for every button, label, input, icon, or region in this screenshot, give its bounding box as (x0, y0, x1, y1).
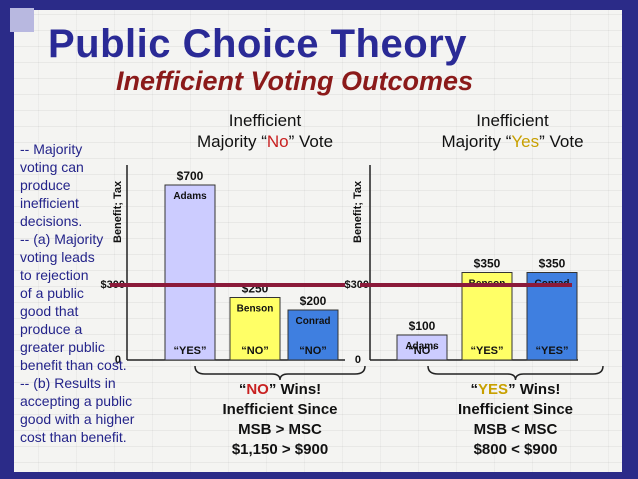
left-bar-conrad (287, 309, 339, 361)
right-value-label-adams: $100 (409, 319, 436, 333)
right-y-axis-label: Benefit; Tax (352, 180, 364, 243)
left-bar-benson (229, 297, 281, 361)
slide-subtitle: Inefficient Voting Outcomes (116, 66, 474, 96)
right-value-label-benson: $350 (474, 257, 501, 271)
left-zero-label: 0 (115, 354, 121, 366)
right-outcome: “YES” Wins! Inefficient Since MSB < MSC … (428, 380, 603, 460)
right-bar-benson (461, 272, 513, 361)
right-vote-label-adams: “NO” (408, 345, 436, 357)
right-brace (427, 365, 604, 381)
left-header-line1: Inefficient (228, 111, 302, 130)
frame-right (622, 0, 638, 479)
right-tax-label: $300 (345, 279, 369, 291)
explanation-text: -- Majority voting can produce inefficie… (20, 141, 135, 445)
right-header-keyword: Yes (511, 132, 540, 151)
right-outcome-line2: Inefficient Since (457, 401, 574, 418)
left-header-keyword: No (266, 132, 289, 151)
left-outcome-line2: Inefficient Since (222, 401, 338, 418)
left-value-label-adams: $700 (177, 169, 204, 183)
right-value-label-conrad: $350 (539, 257, 566, 271)
left-outcome-line1: “NO” Wins! (238, 381, 322, 398)
frame-left (0, 0, 14, 479)
left-name-label-benson: Benson (237, 304, 274, 315)
slide-title: Public Choice Theory (48, 22, 467, 66)
right-name-label-adams: Adams (405, 341, 439, 352)
frame-bottom (0, 472, 638, 479)
right-vote-label-benson: “YES” (470, 345, 503, 357)
right-outcome-line1: “YES” Wins! (470, 381, 561, 398)
right-outcome-line3: MSB < MSC (473, 421, 558, 438)
right-outcome-line4: $800 < $900 (473, 441, 558, 458)
right-bar-conrad (526, 272, 578, 361)
left-vote-label-adams: “YES” (173, 345, 206, 357)
right-zero-label: 0 (355, 354, 361, 366)
right-header-line1: Inefficient (476, 111, 549, 130)
left-bar-adams (164, 184, 216, 361)
left-outcome-line4: $1,150 > $900 (231, 441, 329, 458)
left-header-line2: Majority “No” Vote (196, 132, 334, 151)
left-vote-label-conrad: “NO” (299, 345, 327, 357)
left-y-axis-label: Benefit; Tax (112, 180, 124, 243)
right-bar-adams (396, 334, 448, 361)
left-outcome-keyword: NO (246, 381, 269, 398)
left-outcome: “NO” Wins! Inefficient Since MSB > MSC $… (195, 380, 365, 460)
left-vote-label-benson: “NO” (241, 345, 269, 357)
left-name-label-conrad: Conrad (296, 316, 331, 327)
right-header-line2: Majority “Yes” Vote (441, 132, 584, 151)
right-outcome-keyword: YES (478, 381, 509, 398)
right-vote-label-conrad: “YES” (535, 345, 568, 357)
right-chart-header: Inefficient Majority “Yes” Vote (405, 110, 620, 152)
left-outcome-line3: MSB > MSC (238, 421, 322, 438)
left-brace (194, 365, 366, 381)
left-name-label-adams: Adams (173, 191, 207, 202)
left-value-label-conrad: $200 (300, 294, 327, 308)
frame-top (0, 0, 638, 10)
corner-accent (10, 8, 34, 32)
left-chart-header: Inefficient Majority “No” Vote (160, 110, 370, 152)
